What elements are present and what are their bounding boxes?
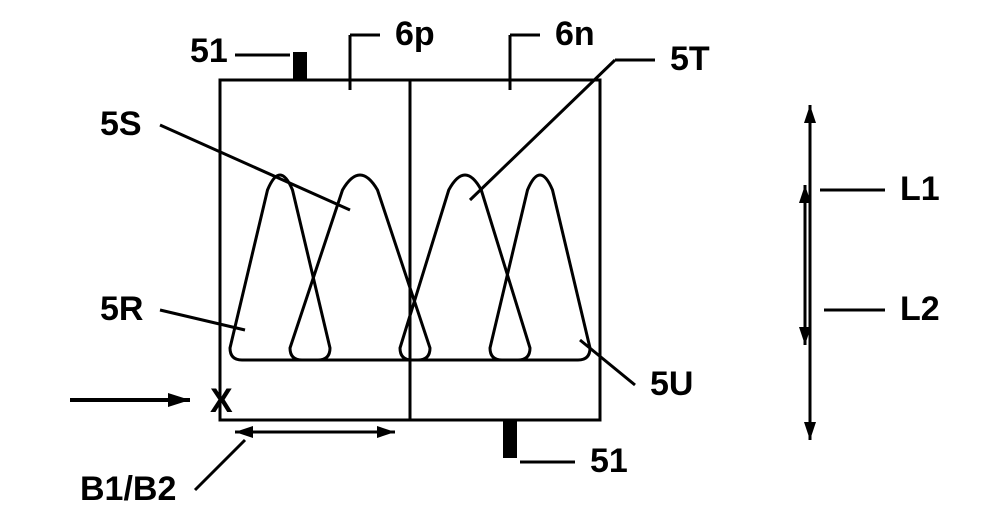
label-51_bot: 51 [590,442,628,480]
label-5U: 5U [650,365,693,403]
label-5S: 5S [100,105,142,143]
terminal-top [293,52,307,80]
terminal-bottom [503,420,517,458]
label-B1B2: B1/B2 [80,470,176,508]
label-X: X [210,382,233,420]
label-L1: L1 [900,170,940,208]
label-5R: 5R [100,290,143,328]
label-6p: 6p [395,15,435,53]
label-5T: 5T [670,40,710,78]
label-6n: 6n [555,15,595,53]
label-L2: L2 [900,290,940,328]
label-51_top: 51 [190,32,228,70]
